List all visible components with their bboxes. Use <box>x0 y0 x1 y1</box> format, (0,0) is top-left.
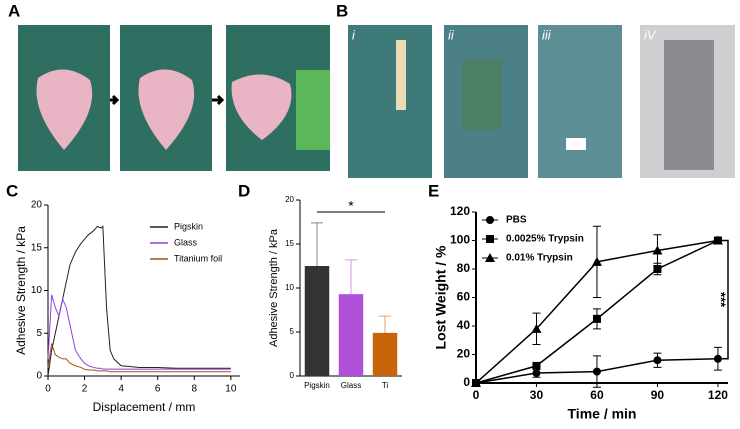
marker <box>532 369 541 378</box>
significance-label: *** <box>714 292 729 308</box>
bar <box>304 266 330 376</box>
series-line <box>47 343 231 373</box>
legend-label: Pigskin <box>174 221 203 231</box>
y-tick-label: 10 <box>31 285 43 296</box>
marker <box>531 323 542 333</box>
pigskin-strip <box>396 40 406 110</box>
photo <box>348 25 432 178</box>
photo <box>538 25 622 178</box>
marker <box>592 314 601 323</box>
series-line <box>47 225 231 377</box>
photo-label: ii <box>448 27 455 42</box>
x-tick-label: Glass <box>341 381 361 390</box>
x-tick-label: 10 <box>225 384 237 395</box>
x-tick-label: 0 <box>473 388 480 402</box>
panel-label: C <box>6 181 18 200</box>
x-tick-label: Ti <box>382 381 389 390</box>
y-tick-label: 120 <box>450 204 470 218</box>
error-bar <box>311 222 323 266</box>
x-tick-label: 0 <box>45 384 51 395</box>
y-tick-label: 100 <box>450 233 470 247</box>
x-axis-label: Time / min <box>568 406 637 422</box>
marker <box>653 265 662 273</box>
marker <box>471 378 481 387</box>
sample <box>566 138 586 150</box>
y-tick-label: 80 <box>457 261 471 275</box>
y-axis-label: Lost Weight / % <box>433 245 449 350</box>
y-tick-label: 5 <box>36 328 42 339</box>
marker <box>592 367 601 376</box>
legend-label: PBS <box>506 215 527 226</box>
marker <box>486 235 494 243</box>
significance-bracket <box>722 239 729 360</box>
photo-label: iV <box>644 27 657 42</box>
error-bar <box>379 315 391 333</box>
photo-label: i <box>352 27 356 42</box>
x-tick-label: 8 <box>192 384 198 395</box>
x-tick-label: 4 <box>118 384 124 395</box>
y-tick-label: 0 <box>290 371 295 380</box>
y-tick-label: 10 <box>285 283 294 292</box>
x-tick-label: Pigskin <box>304 381 330 390</box>
marker <box>712 235 723 245</box>
marker <box>653 356 662 365</box>
x-tick-label: 90 <box>651 388 665 402</box>
marker <box>485 253 495 262</box>
y-tick-label: 0 <box>36 371 42 382</box>
x-tick-label: 60 <box>590 388 604 402</box>
panel-label: E <box>428 181 439 200</box>
bar <box>338 294 364 376</box>
y-tick-label: 0 <box>463 375 470 389</box>
legend-label: 0.01% Trypsin <box>506 253 573 264</box>
arrow <box>212 94 225 106</box>
x-tick-label: 6 <box>155 384 161 395</box>
legend-label: Glass <box>174 237 198 247</box>
heart-sample <box>36 69 93 150</box>
marker <box>652 245 663 255</box>
panel-label: A <box>8 1 20 20</box>
legend-label: 0.0025% Trypsin <box>506 234 584 245</box>
x-tick-label: 30 <box>530 388 544 402</box>
significance-label: * <box>348 198 354 214</box>
y-tick-label: 20 <box>457 347 471 361</box>
glove <box>296 70 330 150</box>
arrow <box>110 94 120 106</box>
heart-sample <box>138 69 195 150</box>
panel-label: D <box>238 181 250 200</box>
y-axis-label: Adhesive Strength / kPa <box>14 226 28 355</box>
marker <box>713 354 722 363</box>
x-tick-label: 2 <box>82 384 88 395</box>
photos: i ii iii iV <box>18 25 735 178</box>
y-tick-label: 15 <box>285 239 294 248</box>
photo-label: iii <box>542 27 552 42</box>
marker <box>532 361 541 370</box>
y-tick-label: 20 <box>31 200 43 211</box>
error-bar <box>345 259 357 295</box>
series-line <box>47 294 231 370</box>
marker <box>591 256 602 266</box>
bar <box>372 332 398 376</box>
y-tick-label: 60 <box>457 290 471 304</box>
y-tick-label: 20 <box>285 195 294 204</box>
glass-slide <box>462 60 502 130</box>
heart-sample <box>231 74 292 140</box>
y-tick-label: 5 <box>290 327 295 336</box>
y-tick-label: 15 <box>31 242 43 253</box>
x-axis-label: Displacement / mm <box>93 400 196 414</box>
y-tick-label: 40 <box>457 318 471 332</box>
tester <box>664 40 714 170</box>
x-tick-label: 120 <box>708 388 728 402</box>
legend-label: Titanium foil <box>174 253 222 263</box>
marker <box>486 216 494 224</box>
panel-label: B <box>336 1 348 20</box>
y-axis-label: Adhesive Strength / kPa <box>268 228 280 347</box>
